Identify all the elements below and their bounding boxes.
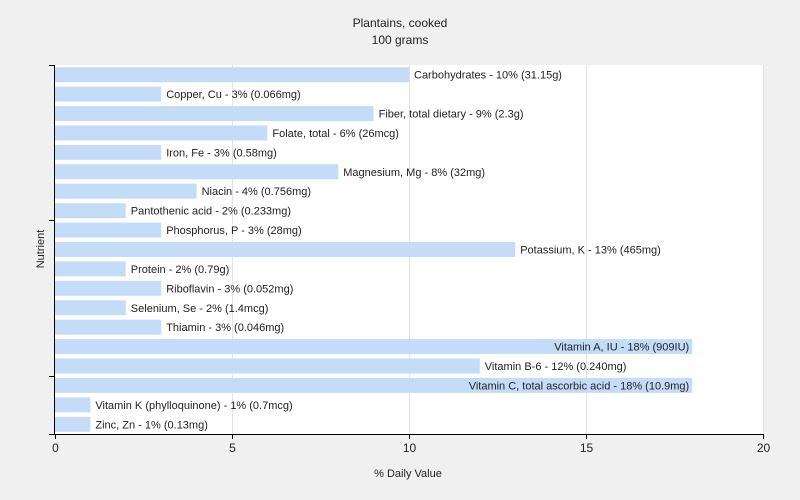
bar	[55, 397, 91, 413]
bar-label: Protein - 2% (0.79g)	[131, 264, 229, 276]
bar-label: Vitamin K (phylloquinone) - 1% (0.7mcg)	[95, 400, 292, 412]
x-tick-label: 15	[580, 441, 594, 455]
axes: 0 5 10 15 20	[49, 65, 770, 455]
bar	[55, 280, 162, 296]
x-axis-label: % Daily Value	[374, 468, 442, 480]
bar	[55, 67, 409, 83]
bar	[55, 86, 162, 102]
bar	[55, 358, 480, 374]
bar	[55, 144, 162, 160]
x-tick-label: 10	[403, 441, 417, 455]
bar-label: Thiamin - 3% (0.046mg)	[166, 322, 284, 334]
bar-label: Carbohydrates - 10% (31.15g)	[414, 70, 562, 82]
bar-label: Copper, Cu - 3% (0.066mg)	[166, 89, 301, 101]
bar-label: Phosphorus, P - 3% (28mg)	[166, 225, 302, 237]
x-tick-label: 5	[229, 441, 236, 455]
bar-label: Selenium, Se - 2% (1.4mcg)	[131, 303, 269, 315]
x-tick-label: 0	[52, 441, 59, 455]
bar	[55, 339, 693, 355]
chart-subtitle: 100 grams	[372, 33, 429, 47]
bar	[55, 222, 162, 238]
bar-label: Vitamin B-6 - 12% (0.240mg)	[485, 361, 627, 373]
bar-label: Zinc, Zn - 1% (0.13mg)	[95, 419, 207, 431]
y-axis-label: Nutrient	[35, 230, 47, 269]
bar-label: Niacin - 4% (0.756mg)	[202, 186, 311, 198]
bar-label: Potassium, K - 13% (465mg)	[520, 245, 661, 257]
bar-label: Riboflavin - 3% (0.052mg)	[166, 283, 293, 295]
bar	[55, 125, 268, 141]
bar-label: Fiber, total dietary - 9% (2.3g)	[379, 109, 524, 121]
bars: Carbohydrates - 10% (31.15g) Copper, Cu -…	[55, 67, 693, 432]
bar	[55, 319, 162, 335]
bar-label: Iron, Fe - 3% (0.58mg)	[166, 147, 277, 159]
bar	[55, 242, 516, 257]
bar	[55, 300, 126, 316]
bar	[55, 377, 693, 393]
bar	[55, 106, 374, 122]
bar	[55, 183, 197, 199]
bar-label: Vitamin A, IU - 18% (909IU)	[554, 342, 689, 354]
bar-label: Pantothenic acid - 2% (0.233mg)	[131, 206, 291, 218]
bar-label: Vitamin C, total ascorbic acid - 18% (10…	[469, 380, 690, 392]
bar	[55, 203, 126, 219]
bar	[55, 261, 126, 277]
bar-label: Magnesium, Mg - 8% (32mg)	[343, 167, 485, 179]
chart-title: Plantains, cooked	[353, 16, 448, 30]
bar	[55, 416, 91, 432]
bar-label: Folate, total - 6% (26mcg)	[272, 128, 399, 140]
x-tick-label: 20	[757, 441, 771, 455]
bar	[55, 164, 339, 180]
